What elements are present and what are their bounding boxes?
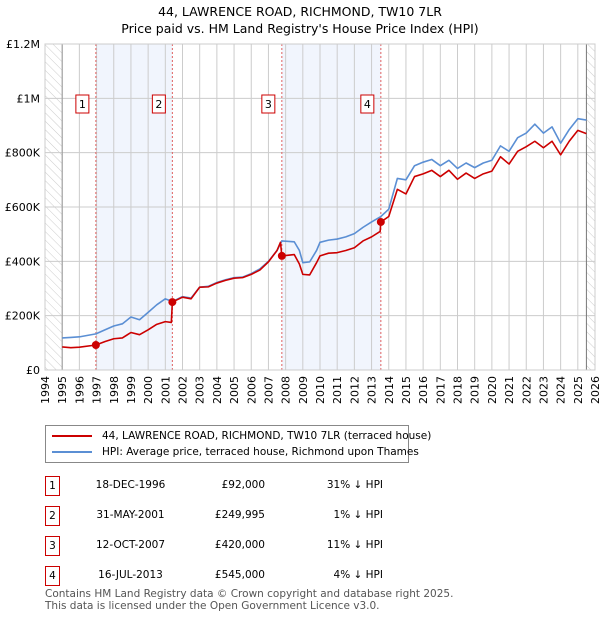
price-chart: 1994 1995 1996 1997 1998 1999 2000 2001 2002 2003… [5,38,600,404]
sale-date: 18-DEC-1996 [95,479,166,491]
sale-marker: 2 [45,506,60,526]
x-tick-label: 2016 [417,376,430,404]
sale-label-box [261,94,276,114]
sale-marker: 3 [45,536,60,556]
x-tick-label: 1997 [91,376,104,404]
x-tick-label: 2008 [280,376,293,404]
x-tick-label: 2011 [331,376,344,404]
x-tick-label: 2002 [177,376,190,404]
sale-label-box [151,94,166,114]
sale-price: £249,995 [214,509,265,521]
sale-label: 1 [79,98,86,111]
sale-label: 4 [364,98,371,111]
x-tick-label: 2026 [589,376,600,404]
y-tick-label: £800K [5,147,41,160]
hpi-line [62,117,587,339]
sale-date: 12-OCT-2007 [96,539,165,551]
sale-hpi-diff: 4% ↓ HPI [333,569,383,581]
x-tick-label: 2018 [452,376,465,404]
footer-line: Contains HM Land Registry data © Crown c… [45,588,454,600]
price-paid-line [62,129,587,349]
legend-swatch [52,435,92,437]
legend-label: HPI: Average price, terraced house, Rich… [102,446,419,458]
x-tick-label: 1994 [39,376,52,404]
sale-hpi-diff: 1% ↓ HPI [333,509,383,521]
x-tick-label: 2017 [434,376,447,404]
sale-hpi-diff: 11% ↓ HPI [326,539,383,551]
legend-item-hpi: HPI: Average price, terraced house, Rich… [52,444,419,460]
sale-label: 3 [265,98,272,111]
sale-label-box [75,94,90,114]
x-tick-label: 2004 [211,376,224,404]
x-tick-label: 2005 [228,376,241,404]
x-tick-label: 2024 [555,376,568,404]
x-tick-label: 2009 [297,376,310,404]
sale-price: £545,000 [214,569,265,581]
chart-title: 44, LAWRENCE ROAD, RICHMOND, TW10 7LR Pr… [0,3,600,37]
x-tick-label: 2000 [142,376,155,404]
x-tick-label: 2021 [503,376,516,404]
sale-marker: 4 [45,566,60,586]
sale-price: £92,000 [221,479,265,491]
sale-date: 31-MAY-2001 [96,509,165,521]
sale-row: 4 16-JUL-2013 £545,000 4% ↓ HPI [45,566,385,586]
y-tick-label: £1.2M [6,38,40,51]
legend-label: 44, LAWRENCE ROAD, RICHMOND, TW10 7LR (t… [102,430,432,442]
x-tick-label: 1995 [56,376,69,404]
footer-line: This data is licensed under the Open Gov… [45,600,380,612]
title: 44, LAWRENCE ROAD, RICHMOND, TW10 7LR [158,4,442,19]
sale-marker: 1 [45,476,60,496]
x-tick-label: 2003 [194,376,207,404]
sale-point [277,251,286,260]
x-tick-label: 2019 [469,376,482,404]
x-tick-label: 2012 [348,376,361,404]
sale-point [91,341,100,350]
legend-item-property: 44, LAWRENCE ROAD, RICHMOND, TW10 7LR (t… [52,428,431,444]
y-tick-label: £400K [5,255,41,268]
legend: 44, LAWRENCE ROAD, RICHMOND, TW10 7LR (t… [45,425,431,463]
y-tick-label: £600K [5,201,41,214]
x-tick-label: 2001 [159,376,172,404]
legend-swatch [52,451,92,453]
subtitle: Price paid vs. HM Land Registry's House … [121,21,479,36]
x-tick-label: 1998 [108,376,121,404]
sale-price: £420,000 [214,539,265,551]
sale-row: 3 12-OCT-2007 £420,000 11% ↓ HPI [45,536,385,556]
x-tick-label: 2007 [262,376,275,404]
y-tick-label: £1M [17,92,41,105]
x-tick-label: 2022 [520,376,533,404]
sale-row: 2 31-MAY-2001 £249,995 1% ↓ HPI [45,506,385,526]
sale-point [168,298,177,307]
x-tick-label: 2010 [314,376,327,404]
footer: Contains HM Land Registry data © Crown c… [45,588,453,612]
sale-label-box [360,94,375,114]
y-tick-label: £0 [26,364,40,377]
y-tick-label: £200K [5,310,41,323]
plot-border [44,43,596,371]
x-tick-label: 2013 [366,376,379,404]
x-tick-label: 2023 [537,376,550,404]
x-tick-label: 2015 [400,376,413,404]
x-tick-label: 2014 [383,376,396,404]
sale-date: 16-JUL-2013 [98,569,163,581]
x-tick-label: 1996 [73,376,86,404]
x-tick-label: 2025 [572,376,585,404]
sale-point [376,217,385,226]
sale-hpi-diff: 31% ↓ HPI [326,479,383,491]
x-tick-label: 1999 [125,376,138,404]
sale-label: 2 [155,98,162,111]
x-tick-label: 2006 [245,376,258,404]
sale-row: 1 18-DEC-1996 £92,000 31% ↓ HPI [45,476,385,496]
x-tick-label: 2020 [486,376,499,404]
